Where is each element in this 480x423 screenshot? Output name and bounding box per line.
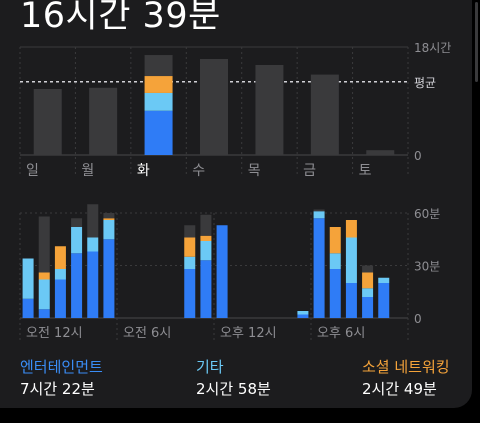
day-label: 토 <box>359 163 372 179</box>
daily-bar-segment <box>144 92 173 111</box>
legend-social-value: 2시간 49분 <box>362 380 437 398</box>
hourly-bar-segment <box>200 214 212 236</box>
hourly-bar-segment <box>216 225 228 318</box>
scroll-indicator[interactable] <box>475 2 478 82</box>
time-label: 오후 12시 <box>220 326 277 341</box>
hourly-bar-segment <box>297 314 309 318</box>
total-screen-time: 16시간 39분 <box>20 0 221 36</box>
hourly-bar-segment <box>345 283 357 318</box>
y-tick-label: 18시간 <box>414 41 451 55</box>
hourly-bar-segment <box>184 269 196 318</box>
daily-bar-segment <box>89 87 118 155</box>
day-label: 금 <box>303 163 316 179</box>
hourly-bar-segment <box>345 237 357 283</box>
y-tick-label: 0 <box>414 149 422 163</box>
hourly-bar-segment <box>313 209 325 212</box>
hourly-bar-segment <box>378 277 390 283</box>
legend-other-value: 2시간 58분 <box>196 380 271 398</box>
hourly-bar-segment <box>313 218 325 318</box>
day-label: 화 <box>137 163 150 179</box>
y-tick-label: 30분 <box>414 260 440 274</box>
daily-bar-segment <box>144 55 173 77</box>
daily-usage-chart[interactable]: 18시간 0 평균일 월 화 수 목 금 토 <box>0 0 480 190</box>
hourly-bar-segment <box>378 283 390 318</box>
time-label: 오전 12시 <box>26 326 83 341</box>
hourly-bar-segment <box>200 241 212 261</box>
daily-bar-segment <box>144 110 173 155</box>
hourly-bar-segment <box>22 298 34 318</box>
y-tick-label: 60분 <box>414 207 440 221</box>
legend-other-label: 기타 <box>196 358 224 376</box>
average-label: 평균 <box>414 76 436 90</box>
hourly-bar-segment <box>87 237 99 252</box>
hourly-bar-segment <box>54 279 66 318</box>
hourly-bar-segment <box>362 265 374 273</box>
time-label: 오전 6시 <box>123 326 171 341</box>
hourly-bar-segment <box>71 227 83 254</box>
day-label: 일 <box>26 163 39 179</box>
hourly-bar-segment <box>38 272 50 280</box>
hourly-bar-segment <box>362 272 374 289</box>
hourly-bar-segment <box>38 216 50 273</box>
legend-entertainment-label: 엔터테인먼트 <box>20 358 103 376</box>
hourly-bar-segment <box>329 269 341 318</box>
daily-bar-segment <box>200 59 228 155</box>
hourly-bar-segment <box>103 218 115 220</box>
hourly-bar-segment <box>362 297 374 318</box>
screen-time-card <box>0 0 472 408</box>
hourly-bar-segment <box>87 251 99 318</box>
hourly-bar-segment <box>313 211 325 219</box>
hourly-bar-segment <box>184 225 196 238</box>
hourly-bar-segment <box>329 253 341 269</box>
hourly-bar-segment <box>297 311 309 315</box>
hourly-bar-segment <box>184 256 196 269</box>
hourly-bar-segment <box>362 288 374 297</box>
daily-bar-segment <box>255 65 284 155</box>
hourly-usage-chart[interactable]: 60분 30분 0 오전 12시 오전 6시 오후 12시 오후 6시 <box>0 195 480 355</box>
hourly-bar-segment <box>329 227 341 254</box>
hourly-bar-segment <box>103 213 115 219</box>
hourly-bar-segment <box>200 235 212 241</box>
hourly-bar-segment <box>200 260 212 318</box>
hourly-bar-segment <box>345 220 357 238</box>
hourly-bar-segment <box>22 258 34 299</box>
hourly-bar-segment <box>71 218 83 227</box>
hourly-bar-segment <box>103 220 115 240</box>
hourly-bar-segment <box>38 279 50 310</box>
legend-social-label: 소셜 네트워킹 <box>362 358 450 376</box>
time-label: 오후 6시 <box>317 326 365 341</box>
hourly-bar-segment <box>87 204 99 238</box>
day-label: 목 <box>248 163 261 179</box>
legend-entertainment-value: 7시간 22분 <box>20 380 95 398</box>
day-label: 수 <box>192 163 205 179</box>
daily-bar-segment <box>33 89 62 155</box>
hourly-bar-segment <box>71 253 83 318</box>
hourly-bar-segment <box>38 309 50 318</box>
daily-bar-segment <box>366 150 395 155</box>
day-label: 월 <box>81 163 94 179</box>
hourly-bar-segment <box>184 237 196 257</box>
hourly-bar-segment <box>54 246 66 269</box>
hourly-bar-segment <box>103 239 115 318</box>
y-tick-label: 0 <box>414 312 422 326</box>
daily-bar-segment <box>144 76 173 93</box>
daily-bar-segment <box>310 74 339 155</box>
hourly-bar-segment <box>54 269 66 280</box>
